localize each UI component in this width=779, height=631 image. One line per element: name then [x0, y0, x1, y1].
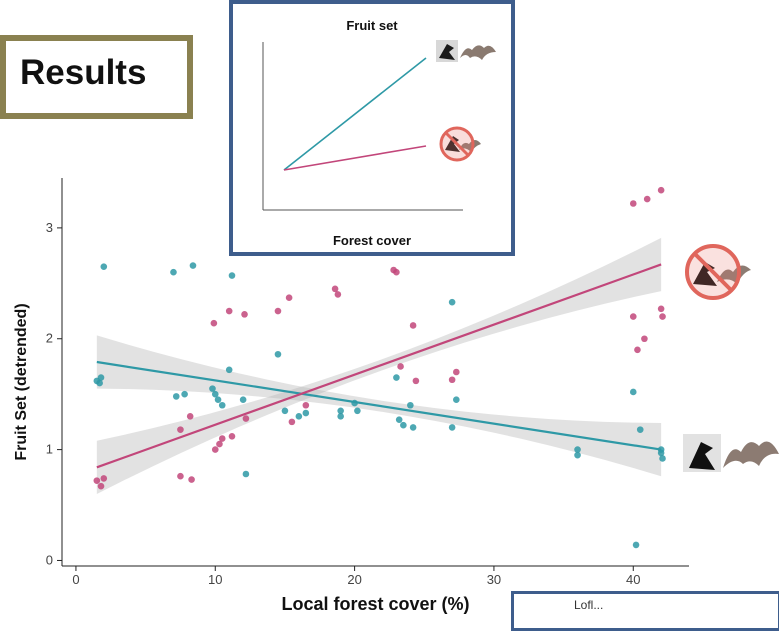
- data-point-series-0: [214, 396, 222, 404]
- data-point-series-1: [334, 291, 342, 298]
- y-tick-label: 3: [46, 220, 53, 235]
- data-point-series-1: [657, 305, 665, 313]
- data-point-series-1: [397, 363, 404, 370]
- results-label: Results: [20, 53, 147, 92]
- data-point-series-0: [354, 407, 361, 415]
- data-point-series-0: [632, 541, 640, 549]
- regression-line-series-0: [96, 360, 662, 451]
- data-point-series-1: [412, 377, 420, 385]
- data-point-series-0: [636, 426, 644, 433]
- data-point-series-0: [409, 424, 417, 431]
- data-point-series-0: [337, 407, 344, 415]
- x-tick-label: 40: [626, 572, 640, 587]
- x-tick-label: 30: [487, 572, 501, 587]
- y-tick-label: 1: [46, 442, 53, 457]
- data-point-series-0: [211, 390, 219, 398]
- inset-xlabel: Forest cover: [332, 233, 412, 248]
- data-point-series-0: [170, 268, 177, 276]
- bird-bat-icon: [683, 434, 779, 472]
- data-point-series-1: [629, 313, 637, 320]
- data-point-series-1: [393, 268, 400, 276]
- data-point-series-1: [448, 376, 456, 384]
- data-point-series-1: [216, 440, 223, 448]
- data-point-series-1: [228, 432, 236, 440]
- data-point-series-1: [211, 446, 219, 453]
- data-point-series-1: [177, 426, 184, 433]
- data-point-series-0: [337, 413, 344, 420]
- data-point-series-0: [453, 396, 460, 404]
- inset-bird-bat-icon: [436, 40, 496, 62]
- data-point-series-0: [218, 401, 226, 409]
- data-point-series-0: [574, 446, 581, 453]
- data-point-series-1: [331, 285, 339, 293]
- data-point-series-1: [186, 413, 194, 420]
- data-point-series-1: [659, 313, 666, 320]
- data-point-series-0: [448, 298, 456, 306]
- inset-line-with-vertebrates: [283, 57, 427, 171]
- x-tick-label: 0: [72, 572, 79, 587]
- data-point-series-0: [407, 401, 414, 409]
- data-point-series-0: [239, 396, 247, 404]
- data-point-series-0: [274, 350, 282, 358]
- data-point-series-1: [274, 307, 282, 315]
- data-point-series-1: [641, 335, 648, 343]
- data-point-series-1: [643, 195, 651, 203]
- data-point-series-0: [659, 455, 666, 462]
- excluded-bird-bat-icon: [685, 244, 751, 300]
- data-point-series-1: [218, 435, 226, 442]
- data-point-series-0: [181, 390, 188, 398]
- y-tick-label: 2: [46, 331, 53, 346]
- results-label-box: Results: [0, 35, 193, 119]
- data-point-series-1: [634, 346, 641, 354]
- y-axis-label: Fruit Set (detrended): [13, 303, 30, 460]
- data-point-series-0: [574, 451, 581, 459]
- scatter-plot: 0 10 20 30 40 0 1 2 3 Local forest cover (%) Fruit…: [13, 178, 779, 614]
- data-point-series-0: [242, 470, 250, 478]
- data-point-series-1: [285, 294, 293, 302]
- bottom-note-text: Lofl...: [574, 598, 604, 612]
- data-point-series-1: [210, 319, 218, 327]
- data-point-series-1: [100, 475, 108, 482]
- x-axis-label: Local forest cover (%): [281, 594, 469, 614]
- data-point-series-1: [188, 476, 195, 483]
- data-point-series-1: [242, 415, 250, 422]
- data-point-series-0: [393, 374, 400, 381]
- x-tick-label: 10: [208, 572, 222, 587]
- data-point-series-0: [172, 393, 180, 400]
- data-point-series-0: [302, 409, 310, 417]
- data-point-series-1: [241, 311, 248, 318]
- data-point-series-1: [453, 368, 460, 376]
- data-point-series-1: [302, 401, 310, 409]
- data-point-series-1: [97, 482, 105, 490]
- data-point-series-0: [100, 263, 108, 270]
- inset-title: Fruit set: [346, 18, 398, 33]
- inset-schematic: Fruit set Forest cover: [229, 0, 515, 256]
- data-point-series-1: [629, 200, 637, 207]
- data-point-series-1: [288, 418, 296, 426]
- x-tick-label: 20: [347, 572, 361, 587]
- bottom-note-box: Lofl...: [511, 591, 779, 631]
- data-point-series-0: [189, 262, 197, 269]
- data-point-series-0: [657, 449, 665, 457]
- data-point-series-1: [409, 322, 417, 329]
- data-point-series-1: [177, 472, 184, 480]
- data-point-series-0: [225, 366, 233, 374]
- data-point-series-0: [228, 272, 236, 279]
- data-point-series-0: [629, 388, 637, 396]
- data-point-series-0: [209, 385, 216, 392]
- data-point-series-1: [225, 307, 233, 315]
- data-point-series-0: [395, 416, 403, 423]
- data-point-series-0: [281, 407, 289, 415]
- data-point-series-0: [295, 413, 303, 420]
- data-point-series-1: [93, 477, 101, 484]
- data-point-series-0: [93, 377, 101, 385]
- regression-line-series-1: [96, 263, 662, 469]
- inset-line-excluded: [283, 145, 427, 171]
- inset-schematic-plot: [262, 40, 496, 211]
- data-point-series-1: [657, 186, 665, 194]
- y-tick-label: 0: [46, 552, 53, 567]
- data-point-series-0: [448, 424, 456, 431]
- inset-excluded-icon: [439, 126, 481, 162]
- data-point-series-0: [400, 421, 407, 429]
